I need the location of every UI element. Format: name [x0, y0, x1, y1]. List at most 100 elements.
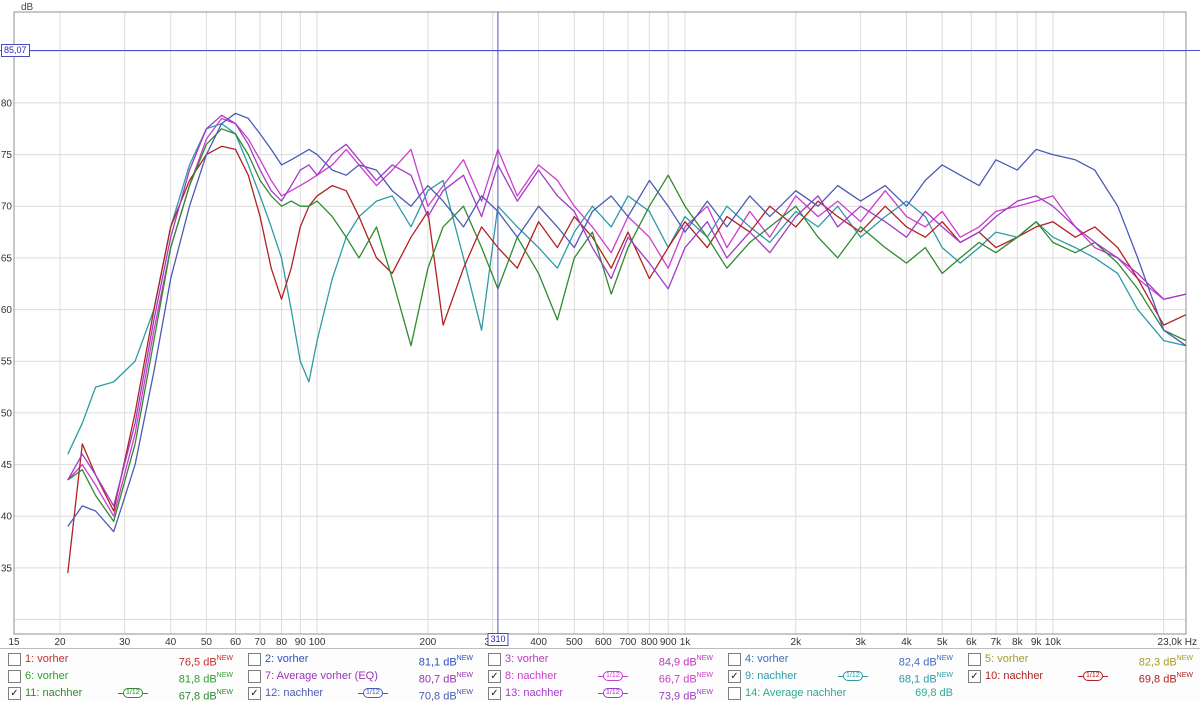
legend-item[interactable]: ✓ 10: nachher 1/12 69,8 dBNEW: [960, 668, 1200, 686]
x-tick-label: 23,0k Hz: [1158, 637, 1197, 648]
legend-value-new-flag: NEW: [1176, 672, 1193, 679]
legend-value: 73,9 dBNEW: [659, 686, 713, 702]
legend-item[interactable]: ✓ 12: nachher 1/12 70,8 dBNEW: [240, 685, 480, 702]
legend-value: 80,7 dBNEW: [419, 669, 473, 688]
legend-label[interactable]: 3: vorher: [505, 653, 549, 665]
legend-label[interactable]: 14: Average nachher: [745, 687, 847, 699]
legend-label[interactable]: 7: Average vorher (EQ): [265, 670, 378, 682]
x-tick-label: 10k: [1045, 637, 1062, 648]
x-tick-label: 100: [309, 637, 326, 648]
gridlines: [14, 12, 1186, 634]
smoothing-badge: 1/12: [598, 671, 628, 681]
legend-item[interactable]: 6: vorher 81,8 dBNEW: [0, 668, 240, 686]
smoothing-line-right-icon: [622, 692, 628, 694]
legend-label[interactable]: 6: vorher: [25, 670, 69, 682]
legend-label[interactable]: 10: nachher: [985, 670, 1044, 682]
legend-checkbox[interactable]: [8, 653, 21, 666]
legend-checkbox[interactable]: [728, 653, 741, 666]
legend-item[interactable]: ✓ 9: nachher 1/12 68,1 dBNEW: [720, 668, 960, 686]
legend-value-new-flag: NEW: [696, 672, 713, 679]
x-tick-label: 9k: [1031, 637, 1043, 648]
legend-label[interactable]: 9: nachher: [745, 670, 797, 682]
y-tick-label: 35: [1, 563, 13, 574]
legend-value: 66,7 dBNEW: [659, 669, 713, 688]
legend-item[interactable]: 3: vorher 84,9 dBNEW: [480, 651, 720, 671]
legend-checkbox[interactable]: [248, 670, 261, 683]
legend-checkbox[interactable]: [248, 653, 261, 666]
legend-value-new-flag: NEW: [696, 689, 713, 696]
legend-item[interactable]: 5: vorher 82,3 dBNEW: [960, 651, 1200, 671]
legend-label[interactable]: 8: nachher: [505, 670, 557, 682]
x-tick-label: 70: [255, 637, 267, 648]
legend-label[interactable]: 5: vorher: [985, 653, 1029, 665]
legend-item[interactable]: 1: vorher 76,5 dBNEW: [0, 651, 240, 669]
legend-checkbox[interactable]: ✓: [968, 670, 981, 683]
legend-item[interactable]: 14: Average nachher 69,8 dB: [720, 685, 960, 702]
legend-value-new-flag: NEW: [216, 689, 233, 696]
legend-label[interactable]: 1: vorher: [25, 653, 69, 665]
legend-value-new-flag: NEW: [936, 655, 953, 662]
x-tick-label: 1k: [680, 637, 692, 648]
x-tick-label: 90: [295, 637, 307, 648]
legend-value: 81,1 dBNEW: [419, 652, 473, 671]
legend-value-text: 80,7 dB: [418, 673, 457, 686]
x-tick-label: 900: [660, 637, 677, 648]
legend-value-text: 82,4 dB: [898, 656, 937, 669]
y-axis-unit-label: dB: [21, 2, 34, 13]
legend-value-new-flag: NEW: [216, 672, 233, 679]
smoothing-line-right-icon: [142, 692, 148, 694]
legend-value-text: 69,8 dB: [1138, 673, 1177, 686]
legend-item[interactable]: ✓ 11: nachher 1/12 67,8 dBNEW: [0, 685, 240, 702]
x-tick-label: 30: [119, 637, 131, 648]
legend-checkbox[interactable]: [968, 653, 981, 666]
smoothing-fraction: 1/12: [123, 688, 143, 698]
legend-value: 67,8 dBNEW: [179, 686, 233, 702]
y-tick-label: 40: [1, 512, 13, 523]
legend-item[interactable]: 4: vorher 82,4 dBNEW: [720, 651, 960, 669]
x-tick-label: 6k: [966, 637, 978, 648]
x-tick-label: 40: [165, 637, 177, 648]
legend-grid: 1: vorher 76,5 dBNEW 2: vorher 81,1 dBNE…: [0, 651, 1200, 702]
legend-item[interactable]: 7: Average vorher (EQ) 80,7 dBNEW: [240, 668, 480, 688]
smoothing-fraction: 1/12: [603, 688, 623, 698]
legend-item[interactable]: ✓ 8: nachher 1/12 66,7 dBNEW: [480, 668, 720, 688]
smoothing-fraction: 1/12: [363, 688, 383, 698]
y-tick-label: 75: [1, 150, 13, 161]
smoothing-badge: 1/12: [358, 688, 388, 698]
legend-checkbox[interactable]: ✓: [488, 670, 501, 683]
legend-value-new-flag: NEW: [696, 655, 713, 662]
legend-value: 82,3 dBNEW: [1139, 652, 1193, 671]
smoothing-badge: 1/12: [1078, 671, 1108, 681]
legend-label[interactable]: 11: nachher: [25, 687, 83, 699]
x-tick-label: 15: [8, 637, 20, 648]
x-tick-label: 8k: [1012, 637, 1024, 648]
legend-item[interactable]: 2: vorher 81,1 dBNEW: [240, 651, 480, 671]
legend-checkbox[interactable]: [8, 670, 21, 683]
smoothing-badge: 1/12: [118, 688, 148, 698]
x-tick-label: 80: [276, 637, 288, 648]
legend-label[interactable]: 13: nachher: [505, 687, 564, 699]
legend-checkbox[interactable]: [728, 687, 741, 700]
legend-value-text: 84,9 dB: [658, 656, 697, 669]
y-tick-label: 70: [1, 202, 13, 213]
legend-label[interactable]: 4: vorher: [745, 653, 789, 665]
legend-panel: 1: vorher 76,5 dBNEW 2: vorher 81,1 dBNE…: [0, 648, 1200, 702]
legend-checkbox[interactable]: ✓: [248, 687, 261, 700]
legend-value: 84,9 dBNEW: [659, 652, 713, 671]
plot-border: [13, 11, 1187, 635]
legend-value-text: 66,7 dB: [658, 673, 697, 686]
legend-checkbox[interactable]: [488, 653, 501, 666]
legend-label[interactable]: 2: vorher: [265, 653, 309, 665]
legend-value-text: 69,8 dB: [915, 687, 953, 699]
legend-checkbox[interactable]: ✓: [728, 670, 741, 683]
legend-checkbox[interactable]: ✓: [8, 687, 21, 700]
x-tick-label: 7k: [991, 637, 1003, 648]
x-tick-label: 800: [641, 637, 658, 648]
legend-checkbox[interactable]: ✓: [488, 687, 501, 700]
legend-label[interactable]: 12: nachher: [265, 687, 324, 699]
x-tick-label: 2k: [791, 637, 803, 648]
legend-item[interactable]: ✓ 13: nachher 1/12 73,9 dBNEW: [480, 685, 720, 702]
legend-value-text: 81,1 dB: [418, 656, 457, 669]
